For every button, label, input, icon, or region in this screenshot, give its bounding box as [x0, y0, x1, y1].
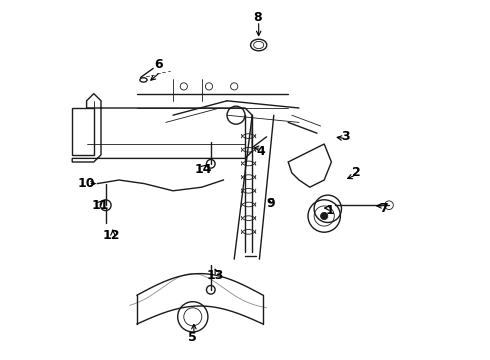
Text: 4: 4 [257, 145, 266, 158]
Text: 8: 8 [253, 11, 262, 24]
Text: 11: 11 [92, 199, 109, 212]
Text: 9: 9 [266, 197, 274, 210]
Text: 3: 3 [342, 130, 350, 143]
Text: 13: 13 [207, 269, 224, 282]
Text: 1: 1 [325, 204, 334, 217]
Text: 7: 7 [379, 202, 388, 215]
Text: 10: 10 [77, 177, 95, 190]
Text: 6: 6 [154, 58, 163, 71]
Text: 14: 14 [195, 163, 212, 176]
Circle shape [320, 212, 328, 220]
Text: 12: 12 [103, 229, 121, 242]
Text: 2: 2 [352, 166, 361, 179]
Text: 5: 5 [189, 331, 197, 344]
